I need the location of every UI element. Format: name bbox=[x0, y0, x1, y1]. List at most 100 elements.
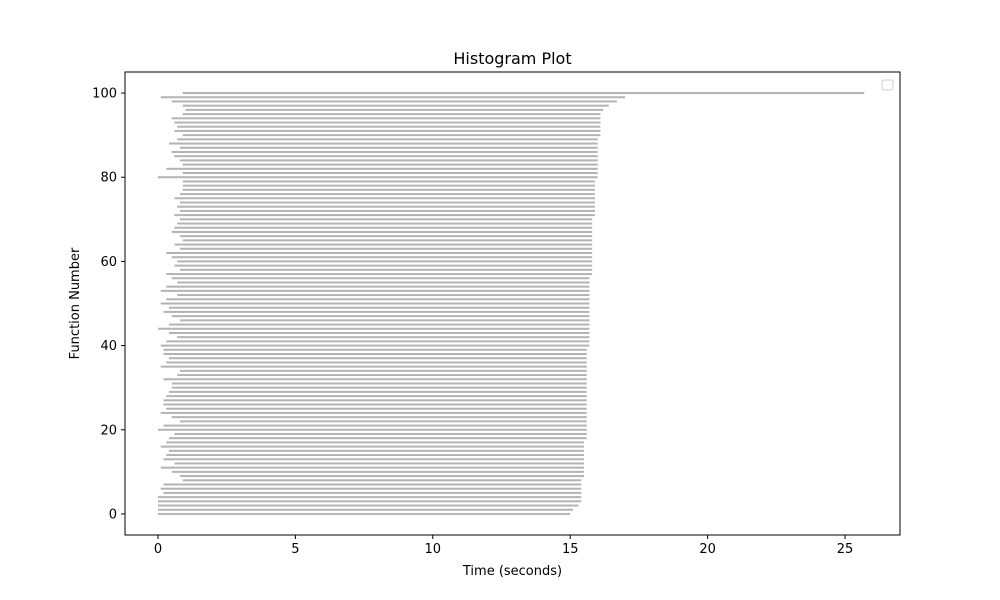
bar-function-75 bbox=[174, 197, 595, 200]
bar-function-26 bbox=[163, 403, 587, 406]
bar-function-25 bbox=[166, 407, 587, 410]
bar-function-82 bbox=[166, 167, 598, 170]
bar-function-76 bbox=[179, 193, 595, 196]
bar-function-21 bbox=[163, 424, 587, 427]
bar-function-23 bbox=[171, 416, 587, 419]
bar-function-50 bbox=[160, 302, 590, 305]
bar-function-83 bbox=[182, 163, 598, 166]
bar-function-32 bbox=[163, 378, 587, 381]
bar-function-30 bbox=[171, 386, 587, 389]
y-tick-label: 40 bbox=[100, 339, 117, 354]
bar-function-40 bbox=[160, 344, 590, 347]
bar-function-39 bbox=[163, 348, 587, 351]
x-tick-label: 25 bbox=[837, 542, 854, 557]
bar-function-70 bbox=[179, 218, 593, 221]
bar-function-59 bbox=[174, 264, 593, 267]
bar-group bbox=[157, 92, 865, 515]
bar-function-91 bbox=[174, 129, 601, 132]
bar-function-3 bbox=[157, 500, 582, 503]
bar-function-80 bbox=[157, 176, 598, 179]
bar-function-71 bbox=[174, 214, 595, 217]
bar-function-74 bbox=[179, 201, 595, 204]
bar-function-62 bbox=[166, 251, 593, 254]
y-tick-label: 100 bbox=[92, 87, 117, 102]
x-axis-label: Time (seconds) bbox=[462, 564, 562, 579]
bar-function-33 bbox=[177, 374, 587, 377]
x-tick-label: 15 bbox=[562, 542, 579, 557]
bar-function-22 bbox=[179, 420, 587, 423]
bar-function-58 bbox=[179, 268, 593, 271]
chart-title: Histogram Plot bbox=[453, 49, 571, 68]
bar-function-5 bbox=[163, 491, 582, 494]
bar-function-36 bbox=[166, 361, 587, 364]
bar-function-84 bbox=[179, 159, 598, 162]
bar-function-8 bbox=[182, 479, 582, 482]
bar-function-68 bbox=[174, 226, 593, 229]
bar-function-56 bbox=[171, 277, 590, 280]
x-tick-label: 20 bbox=[699, 542, 716, 557]
bar-function-100 bbox=[182, 92, 865, 95]
bar-function-43 bbox=[168, 331, 590, 334]
bar-function-48 bbox=[163, 310, 590, 313]
bar-function-28 bbox=[166, 395, 587, 398]
bar-function-60 bbox=[177, 260, 593, 263]
bar-function-16 bbox=[160, 445, 584, 448]
bar-function-69 bbox=[177, 222, 593, 225]
bar-function-1 bbox=[157, 508, 573, 511]
bar-function-13 bbox=[163, 458, 584, 461]
bar-function-7 bbox=[163, 483, 582, 486]
bar-function-72 bbox=[179, 209, 595, 212]
bar-function-18 bbox=[168, 437, 587, 440]
x-axis-ticks: 0 5 10 15 20 25 bbox=[154, 535, 853, 557]
bar-function-11 bbox=[160, 466, 584, 469]
x-tick-label: 0 bbox=[154, 542, 162, 557]
bar-function-57 bbox=[166, 273, 593, 276]
bar-function-97 bbox=[182, 104, 609, 107]
bar-function-46 bbox=[179, 319, 590, 322]
bar-function-77 bbox=[182, 188, 595, 191]
bar-function-64 bbox=[174, 243, 593, 246]
y-axis-label: Function Number bbox=[68, 247, 83, 359]
bar-function-47 bbox=[171, 315, 590, 318]
bar-function-61 bbox=[171, 256, 593, 259]
bar-function-92 bbox=[177, 125, 601, 128]
bar-function-66 bbox=[179, 235, 593, 238]
legend-box[interactable] bbox=[881, 79, 894, 91]
bar-function-14 bbox=[166, 454, 584, 457]
bar-function-87 bbox=[179, 146, 598, 149]
bar-function-4 bbox=[157, 496, 582, 499]
y-tick-label: 80 bbox=[100, 171, 117, 186]
bar-function-45 bbox=[168, 323, 590, 326]
bar-function-37 bbox=[168, 357, 587, 360]
y-tick-label: 20 bbox=[100, 423, 117, 438]
bar-function-81 bbox=[182, 172, 598, 175]
bar-function-53 bbox=[160, 289, 590, 292]
bar-function-12 bbox=[174, 462, 584, 465]
bar-function-96 bbox=[185, 108, 604, 111]
bar-function-44 bbox=[157, 327, 590, 330]
x-tick-label: 5 bbox=[291, 542, 299, 557]
bar-function-31 bbox=[171, 382, 587, 385]
bar-function-15 bbox=[168, 449, 584, 452]
bar-function-35 bbox=[160, 365, 587, 368]
bar-function-51 bbox=[166, 298, 590, 301]
bar-function-93 bbox=[174, 121, 601, 124]
bar-function-24 bbox=[160, 411, 587, 414]
bar-function-78 bbox=[182, 184, 595, 187]
x-tick-label: 10 bbox=[425, 542, 442, 557]
bar-function-63 bbox=[179, 247, 593, 250]
bar-function-94 bbox=[171, 117, 601, 120]
bar-function-0 bbox=[157, 512, 571, 515]
bar-function-42 bbox=[177, 336, 590, 339]
bar-function-49 bbox=[168, 306, 590, 309]
bar-function-34 bbox=[179, 369, 587, 372]
bar-function-67 bbox=[171, 230, 593, 233]
bar-function-86 bbox=[171, 150, 598, 153]
bar-function-2 bbox=[157, 504, 579, 507]
bar-function-38 bbox=[163, 353, 587, 356]
bar-function-88 bbox=[168, 142, 598, 145]
y-tick-label: 60 bbox=[100, 255, 117, 270]
bar-function-95 bbox=[182, 113, 601, 116]
bar-function-89 bbox=[177, 138, 598, 141]
